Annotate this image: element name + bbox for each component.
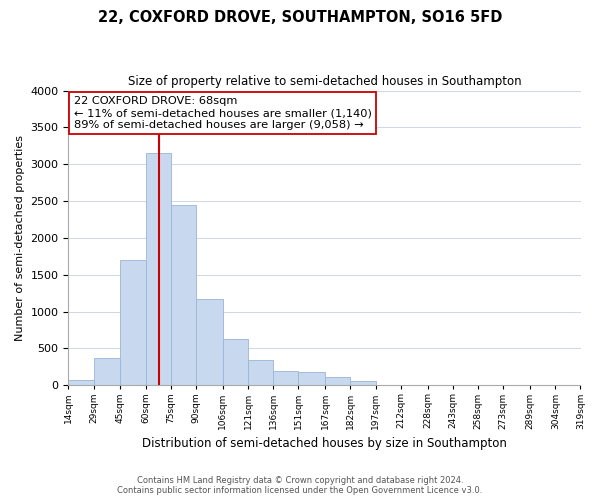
Bar [146,153,171,386]
Y-axis label: Number of semi-detached properties: Number of semi-detached properties [15,135,25,341]
Bar [376,384,401,386]
Bar [273,371,298,386]
Bar [68,380,94,386]
Bar [223,339,248,386]
Text: 22 COXFORD DROVE: 68sqm
← 11% of semi-detached houses are smaller (1,140)
89% of: 22 COXFORD DROVE: 68sqm ← 11% of semi-de… [74,96,371,130]
X-axis label: Distribution of semi-detached houses by size in Southampton: Distribution of semi-detached houses by … [142,437,507,450]
Text: 22, COXFORD DROVE, SOUTHAMPTON, SO16 5FD: 22, COXFORD DROVE, SOUTHAMPTON, SO16 5FD [98,10,502,25]
Bar [248,360,273,386]
Bar [196,299,223,386]
Bar [325,377,350,386]
Bar [171,205,196,386]
Bar [94,358,121,386]
Bar [298,372,325,386]
Bar [350,382,376,386]
Bar [121,260,146,386]
Text: Contains HM Land Registry data © Crown copyright and database right 2024.
Contai: Contains HM Land Registry data © Crown c… [118,476,482,495]
Title: Size of property relative to semi-detached houses in Southampton: Size of property relative to semi-detach… [128,75,521,88]
